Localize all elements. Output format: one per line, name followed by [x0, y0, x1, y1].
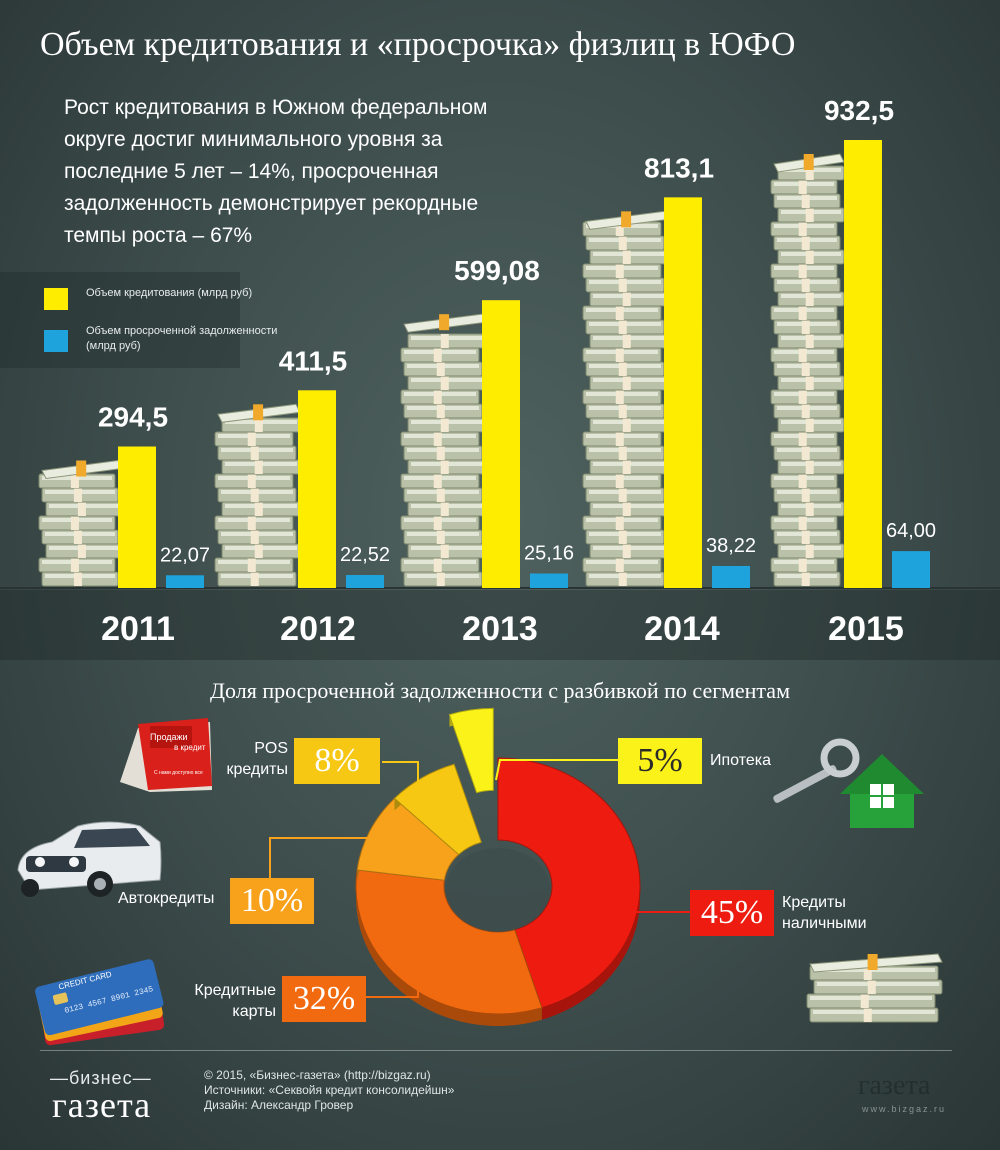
money-stack-2011 [38, 459, 123, 587]
cash-bundles [806, 953, 943, 1023]
page-subtitle: Рост кредитования в Южном федеральном ок… [64, 96, 488, 247]
bar-overdue-label-2014: 38,22 [706, 535, 756, 557]
segment-name-cards: Кредитные карты [184, 980, 276, 1022]
bar-loans-2015 [844, 140, 882, 588]
legend-label-loans: Объем кредитования (млрд руб) [86, 287, 253, 299]
footer-credit-line: Дизайн: Александр Гровер [204, 1098, 354, 1112]
segment-name-cash: Кредиты наличными [782, 892, 867, 934]
brand-logo-top: —бизнес— [50, 1068, 152, 1088]
segment-name-pos: POS кредиты [226, 738, 288, 780]
segment-name-cards-line2: карты [232, 1003, 276, 1020]
segment-value-pos: 8% [294, 738, 380, 784]
segment-name-cash-line1: Кредиты [782, 894, 846, 911]
bar-loans-2012 [298, 390, 336, 588]
segment-value-mortgage: 5% [618, 738, 702, 784]
pos-sign-text-3: С нами доступно все [154, 770, 203, 776]
bar-overdue-2012 [346, 575, 384, 588]
pie-title: Доля просроченной задолженности с разбив… [210, 678, 790, 703]
leader-line-cards [366, 975, 419, 998]
segment-name-cash-line2: наличными [782, 915, 867, 932]
donut-slice-4 [393, 763, 482, 856]
donut-area: Продажи в кредит С нами доступно все CRE… [17, 707, 943, 1046]
pos-sign-illustration: Продажи в кредит С нами доступно все [120, 718, 212, 792]
watermark-logo: газета [858, 1070, 931, 1101]
bar-overdue-label-2012: 22,52 [340, 544, 390, 566]
house-key-icon [773, 738, 924, 828]
bar-overdue-2013 [530, 573, 568, 588]
bar-overdue-label-2013: 25,16 [524, 542, 574, 564]
year-label-2011: 2011 [101, 610, 175, 648]
money-stack-2014 [582, 210, 669, 587]
bar-loans-label-2012: 411,5 [279, 345, 348, 376]
bar-loans-2011 [118, 446, 156, 588]
bar-loans-2014 [664, 197, 702, 588]
year-label-2014: 2014 [644, 610, 720, 648]
donut-slice-1 [497, 757, 641, 1020]
legend-swatch-overdue [44, 330, 68, 352]
bar-overdue-label-2011: 22,07 [160, 544, 210, 566]
footer-credit-line: Источники: «Секвойя кредит консолидейшн» [204, 1083, 455, 1097]
bar-chart: 294,5 22,07 2011 411,5 22,52 2012 599,08 25,16 2… [0, 95, 1000, 660]
leader-line-mortgage [495, 759, 618, 781]
money-stack-2012 [214, 403, 301, 587]
bar-loans-label-2011: 294,5 [98, 402, 168, 433]
donut-hole [446, 848, 550, 932]
segment-name-auto: Автокредиты [118, 890, 215, 907]
segment-name-mortgage: Ипотека [710, 752, 772, 769]
cash-stack-illustration [806, 953, 943, 1023]
bar-loans-label-2015: 932,5 [824, 95, 894, 126]
bar-legend: Объем кредитования (млрд руб) Объем прос… [0, 272, 277, 368]
year-label-2015: 2015 [828, 610, 904, 648]
bar-loans-2013 [482, 300, 520, 588]
bar-overdue-2014 [712, 565, 750, 588]
money-stack-2013 [400, 313, 487, 587]
leader-line-pos [382, 761, 431, 801]
year-label-2013: 2013 [462, 610, 538, 648]
car-icon [17, 821, 162, 897]
segment-name-pos-line2: кредиты [226, 761, 288, 778]
pos-sign-text-1: Продажи [150, 732, 188, 742]
segment-name-cards-line1: Кредитные [194, 982, 276, 999]
legend-label-overdue: Объем просроченной задолженности (млрд р… [86, 325, 278, 352]
brand-logo: газета [52, 1085, 152, 1125]
legend-swatch-loans [44, 288, 68, 310]
segment-name-pos-line1: POS [254, 740, 288, 757]
bar-overdue-2011 [166, 575, 204, 588]
footer-credit-line: © 2015, «Бизнес-газета» (http://bizgaz.r… [204, 1068, 431, 1082]
bar-overdue-label-2015: 64,00 [886, 520, 936, 542]
pos-sign-text-2: в кредит [174, 743, 206, 752]
money-stack-2015 [770, 153, 845, 587]
bar-overdue-2015 [892, 551, 930, 588]
segment-value-auto: 10% [230, 878, 314, 924]
watermark-url: www.bizgaz.ru [862, 1104, 947, 1114]
donut-slice-5 [448, 707, 494, 794]
bar-loans-label-2014: 813,1 [644, 152, 714, 183]
bar-loans-label-2013: 599,08 [454, 255, 540, 286]
segment-value-cards: 32% [282, 976, 366, 1022]
credit-cards-icon: CREDIT CARD 0123 4567 8901 2345 [35, 959, 165, 1046]
footer-divider [40, 1050, 952, 1051]
leader-line-auto [269, 837, 368, 880]
segment-value-cash: 45% [690, 890, 774, 936]
page-title: Объем кредитования и «просрочка» физлиц … [40, 26, 796, 63]
footer-credits: © 2015, «Бизнес-газета» (http://bizgaz.r… [204, 1068, 454, 1113]
year-label-2012: 2012 [280, 610, 356, 648]
year-band [0, 590, 1000, 660]
